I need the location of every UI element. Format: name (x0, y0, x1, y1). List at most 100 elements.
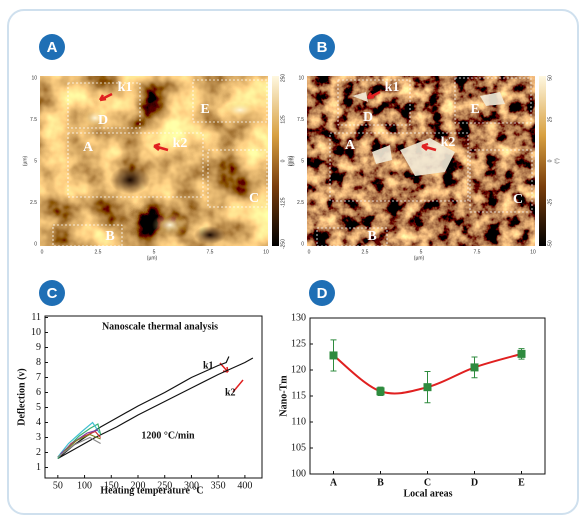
panel-label: A (47, 39, 58, 56)
region-label: E (470, 102, 479, 117)
chart-title: Nanoscale thermal analysis (102, 321, 218, 332)
afm-x-tick: 0 (41, 249, 44, 255)
region-label: A (83, 140, 94, 155)
colorbar-tick: -50 (547, 240, 553, 247)
afm-x-tick: 10 (530, 249, 536, 255)
colorbar-unit: (°) (554, 158, 560, 164)
afm-y-tick: 0 (301, 241, 304, 247)
x-axis-label: Heating temperature °C (100, 485, 203, 496)
afm-x-tick: 5 (153, 249, 156, 255)
panel-label: D (317, 285, 328, 302)
y-tick-label: 10 (31, 327, 41, 338)
arrow (232, 379, 244, 393)
x-tick-label: 200 (131, 480, 146, 491)
region-label: B (105, 229, 114, 244)
colorbar-tick: 0 (547, 159, 553, 162)
afm-y-tick: 5 (34, 158, 37, 164)
series-line (60, 429, 99, 455)
series-line (57, 357, 254, 460)
region-label: A (345, 138, 356, 153)
y-tick-label: 5 (36, 402, 41, 413)
y-tick-label: 11 (31, 312, 41, 323)
point (376, 387, 385, 396)
region-label: k2 (441, 135, 456, 150)
region-label: k2 (173, 136, 188, 151)
afm-y-tick: 0 (34, 241, 37, 247)
y-tick-label: 100 (291, 468, 306, 479)
afm-x-unit: (µm) (147, 255, 158, 261)
point (423, 383, 432, 392)
annotation: 1200 °C/min (141, 430, 195, 441)
afm-y-tick: 5 (301, 158, 304, 164)
series-line (57, 436, 101, 458)
region-label: C (249, 191, 259, 206)
panel-badge (39, 280, 65, 306)
colorbar-tick: 50 (547, 75, 553, 81)
y-axis-label: Deflection (v) (16, 368, 27, 425)
afm-y-tick: 10 (31, 75, 37, 81)
colorbar-tick: -250 (280, 239, 286, 249)
colorbar-unit: (nm) (287, 156, 293, 167)
point (329, 351, 338, 360)
colorbar-tick: -125 (280, 197, 286, 207)
y-tick-label: 130 (291, 312, 306, 323)
x-tick-label: 350 (211, 480, 226, 491)
y-tick-label: 105 (291, 442, 306, 453)
region-label: C (513, 192, 523, 207)
y-tick-label: 4 (36, 417, 41, 428)
region-label: E (200, 102, 209, 117)
x-tick-label: D (471, 477, 478, 488)
y-tick-label: 115 (291, 390, 306, 401)
afm-y-unit: (µm) (289, 155, 295, 166)
x-tick-label: 400 (237, 480, 252, 491)
afm-x-tick: 7.5 (207, 249, 214, 255)
afm-x-tick: 7.5 (474, 249, 481, 255)
point (470, 363, 479, 372)
afm-image-b (307, 76, 546, 247)
afm-x-tick: 5 (420, 249, 423, 255)
afm-y-tick: 2.5 (297, 200, 304, 206)
afm-x-tick: 2.5 (362, 249, 369, 255)
series-label: k2 (225, 387, 236, 398)
x-tick-label: A (330, 477, 338, 488)
afm-x-tick: 0 (308, 249, 311, 255)
x-tick-label: B (377, 477, 384, 488)
afm-y-tick: 7.5 (30, 117, 37, 123)
x-tick-label: 300 (184, 480, 199, 491)
afm-image-a (40, 76, 279, 247)
y-tick-label: 2 (36, 447, 41, 458)
afm-y-tick: 10 (298, 75, 304, 81)
x-tick-label: E (518, 477, 525, 488)
y-tick-label: 7 (36, 372, 41, 383)
panel-badge (39, 34, 65, 60)
y-tick-label: 110 (291, 416, 306, 427)
panel-label: C (47, 285, 58, 302)
colorbar-tick: 0 (280, 159, 286, 162)
y-tick-label: 9 (36, 342, 41, 353)
colorbar-tick: -25 (547, 199, 553, 206)
colorbar-tick: 25 (547, 117, 553, 123)
afm-x-unit: (µm) (414, 255, 425, 261)
panel-label: B (317, 39, 328, 56)
x-tick-label: C (424, 477, 431, 488)
plot-frame (44, 315, 263, 479)
afm-y-unit: (µm) (22, 155, 28, 166)
y-axis-label: Nano-Tm (278, 375, 289, 417)
y-tick-label: 1 (36, 462, 41, 473)
afm-x-tick: 2.5 (95, 249, 102, 255)
y-tick-label: 3 (36, 432, 41, 443)
x-tick-label: 250 (157, 480, 172, 491)
region-label: D (98, 113, 108, 128)
region-label: k1 (385, 80, 400, 95)
panel-badge (309, 280, 335, 306)
x-tick-label: 150 (104, 480, 119, 491)
point (517, 349, 526, 358)
region-label: B (367, 229, 376, 244)
series-line (57, 421, 101, 458)
y-tick-label: 6 (36, 387, 41, 398)
region-label: D (363, 110, 373, 125)
region-label: k1 (118, 80, 133, 95)
colorbar-tick: 125 (280, 115, 286, 124)
afm-y-tick: 7.5 (297, 117, 304, 123)
